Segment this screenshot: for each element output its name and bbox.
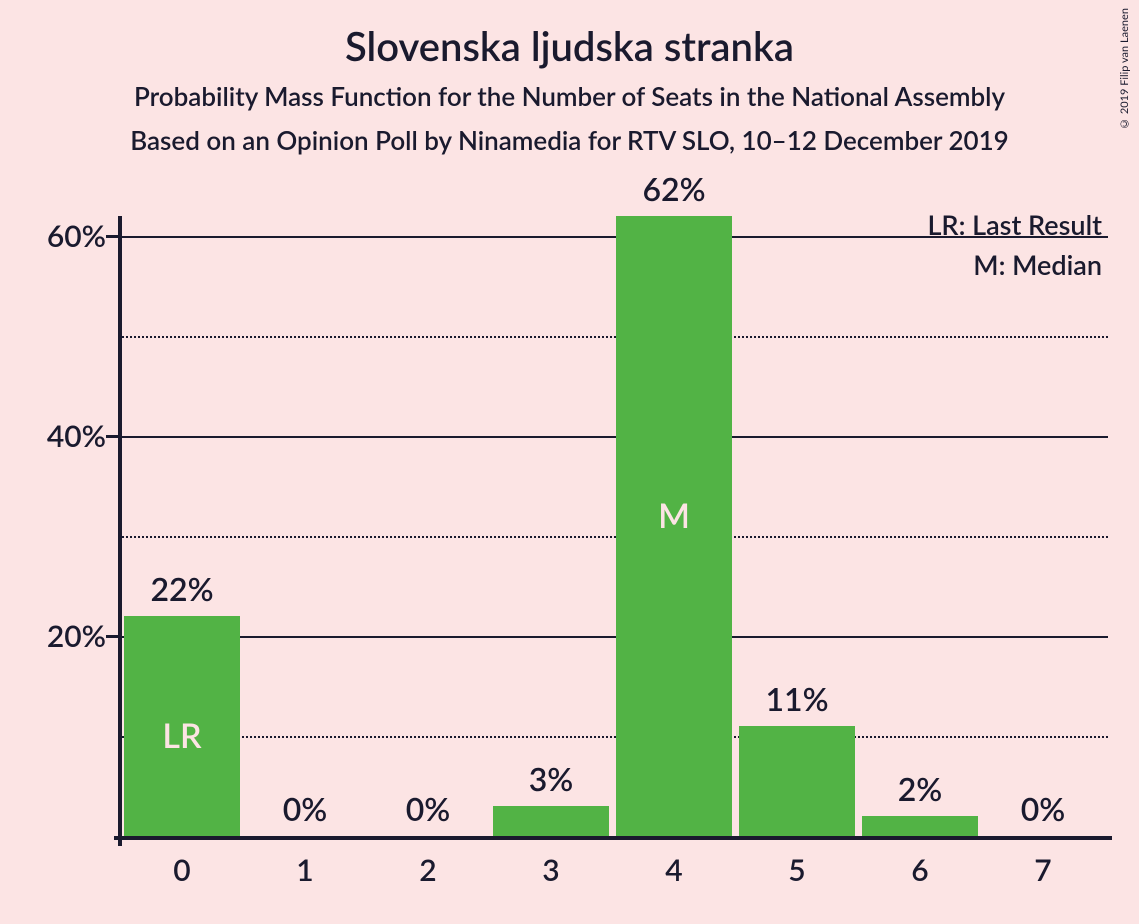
bar-value-label: 11% (765, 679, 828, 718)
bar-value-label: 3% (529, 759, 574, 798)
y-tick-mark (106, 235, 118, 238)
bar-chart: LR: Last Result M: Median 20%40%60% LR22… (118, 216, 1108, 836)
chart-subtitle-1: Probability Mass Function for the Number… (0, 80, 1139, 112)
chart-title: Slovenska ljudska stranka (0, 0, 1139, 70)
y-tick-label: 60% (47, 218, 106, 254)
bar-value-label: 0% (406, 789, 451, 828)
gridline-minor (122, 336, 1108, 338)
gridline-major (122, 636, 1108, 638)
bar-value-label: 62% (642, 169, 705, 208)
gridline-minor (122, 536, 1108, 538)
y-tick-mark (106, 435, 118, 438)
bar-value-label: 2% (898, 769, 943, 808)
x-tick-label: 4 (665, 852, 682, 888)
legend-median: M: Median (973, 248, 1102, 281)
bar-inner-label: LR (162, 715, 201, 756)
bar-value-label: 0% (1021, 789, 1066, 828)
y-tick-mark (106, 635, 118, 638)
x-tick-label: 7 (1034, 852, 1051, 888)
x-tick-label: 5 (788, 852, 805, 888)
bar-value-label: 22% (150, 569, 213, 608)
y-tick-label: 40% (47, 418, 106, 454)
x-tick-label: 6 (911, 852, 928, 888)
bar (493, 806, 609, 836)
copyright-text: © 2019 Filip van Laenen (1118, 8, 1131, 130)
gridline-major (122, 436, 1108, 438)
bar (739, 726, 855, 836)
y-tick-label: 20% (47, 618, 106, 654)
bar-value-label: 0% (283, 789, 328, 828)
bar: M (616, 216, 732, 836)
bar (862, 816, 978, 836)
gridline-minor (122, 736, 1108, 738)
y-axis-line (118, 216, 122, 846)
bar-inner-label: M (658, 495, 690, 536)
x-tick-label: 1 (296, 852, 313, 888)
gridline-major (122, 236, 1108, 238)
chart-subtitle-2: Based on an Opinion Poll by Ninamedia fo… (0, 124, 1139, 156)
bar: LR (124, 616, 240, 836)
x-tick-label: 0 (173, 852, 190, 888)
x-tick-label: 2 (419, 852, 436, 888)
x-tick-label: 3 (542, 852, 559, 888)
x-axis-line (114, 836, 1112, 840)
